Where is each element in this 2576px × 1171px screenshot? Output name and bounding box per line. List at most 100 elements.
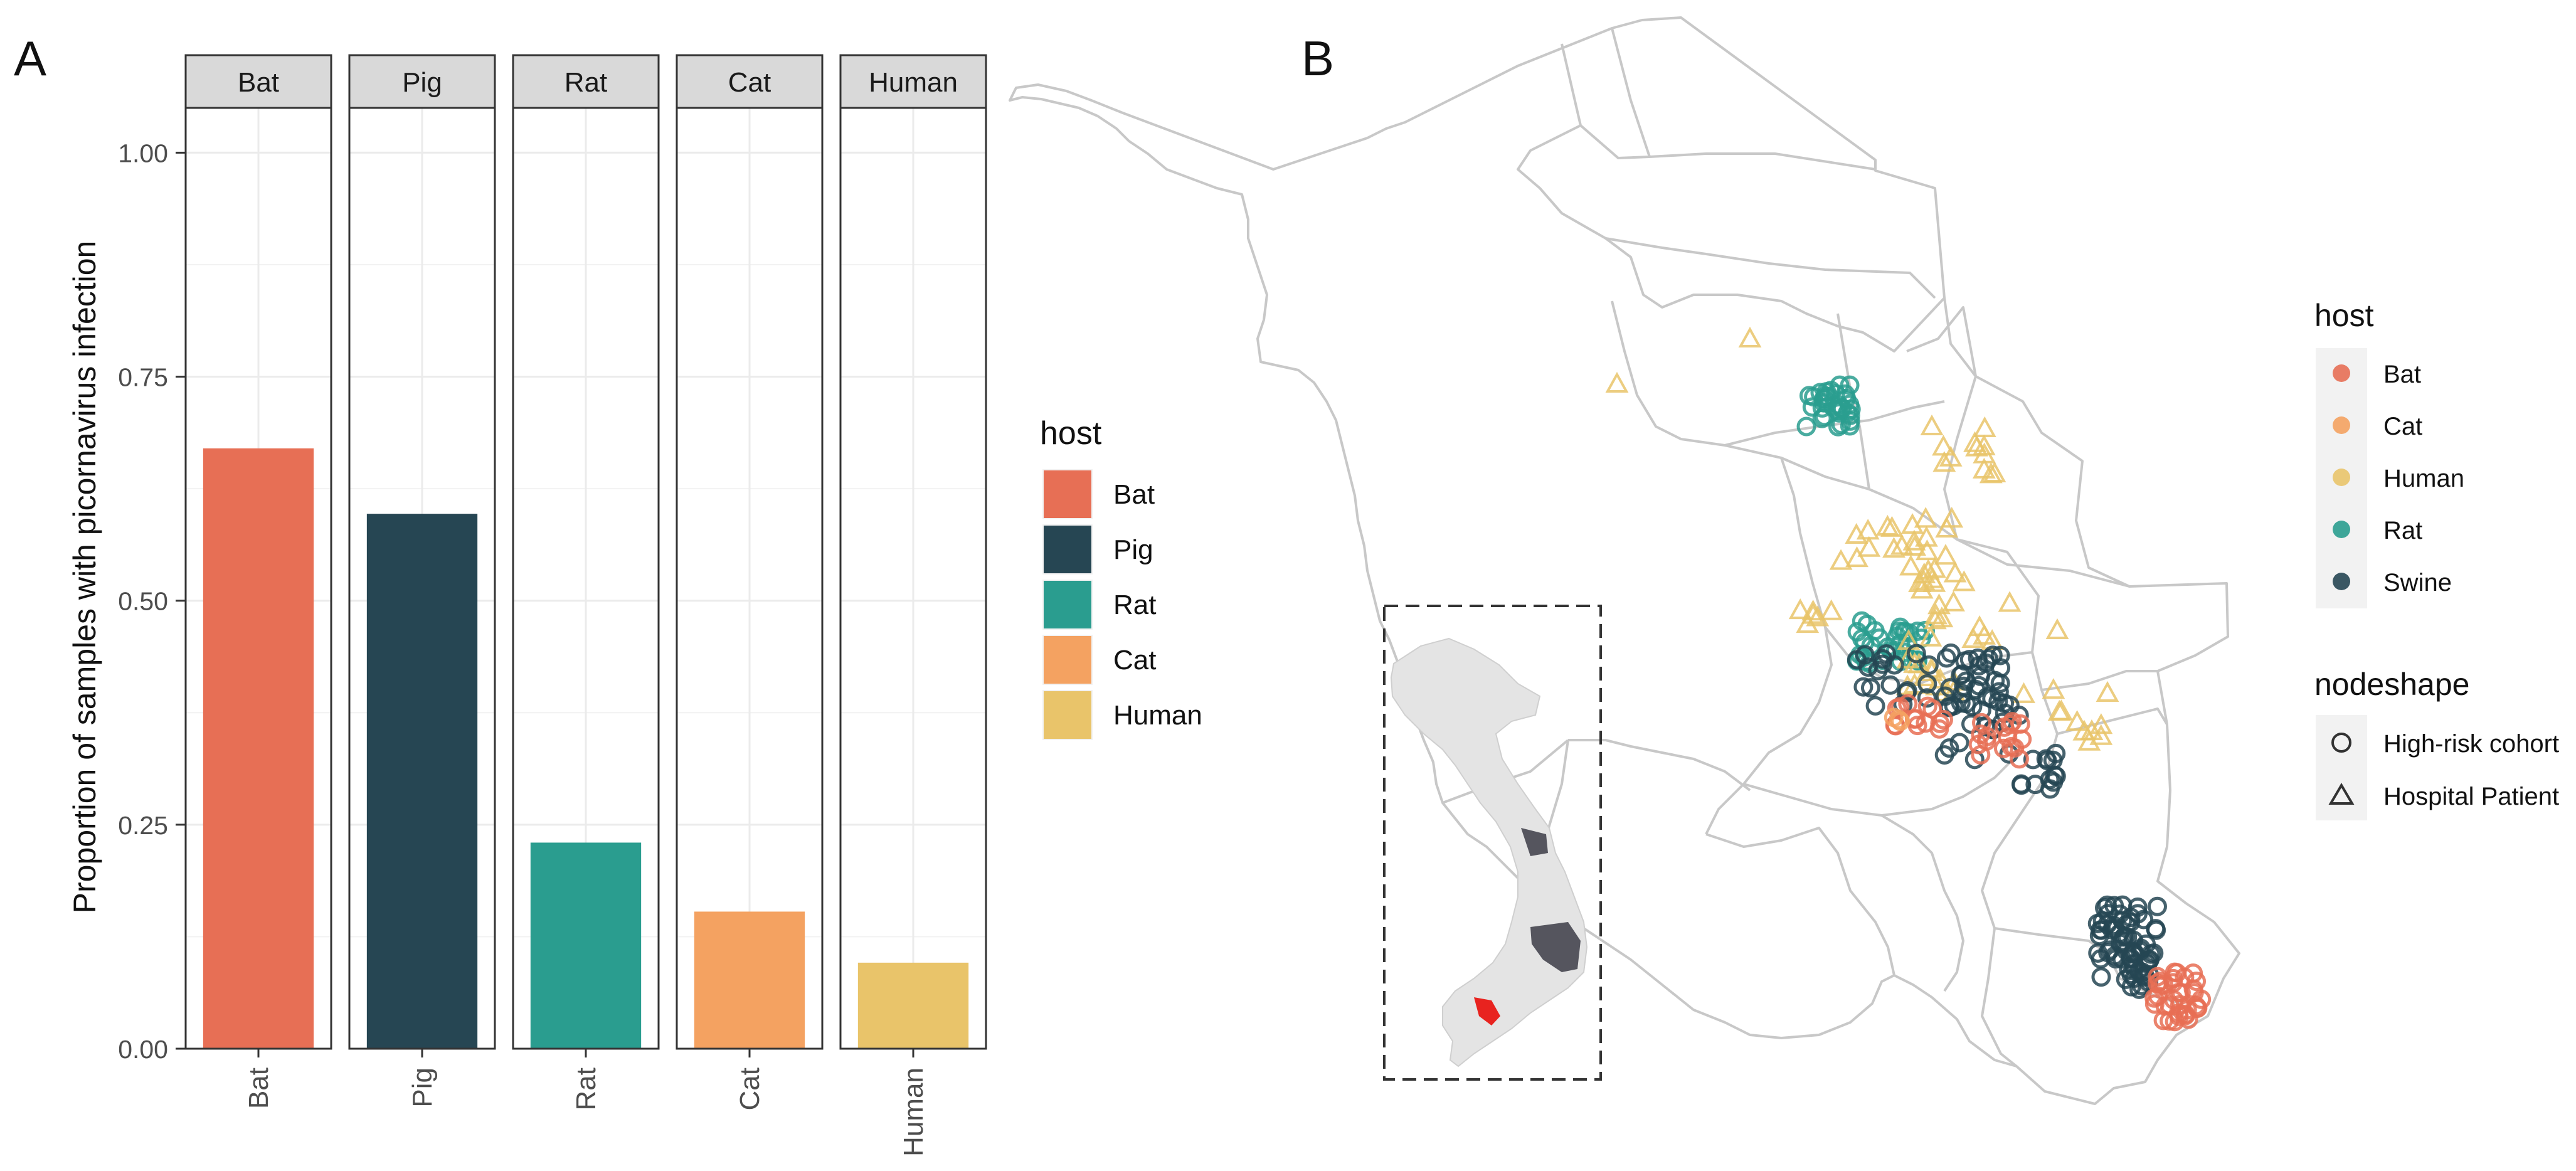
district-border <box>1956 538 2183 1005</box>
point-human <box>2042 678 2065 699</box>
point-human <box>1919 625 1943 647</box>
point-swine <box>2112 895 2133 915</box>
point-human <box>1943 561 1967 583</box>
facet-panels: Bat Bat Pig Pig Rat Rat Cat Cat Human Human <box>184 54 987 1157</box>
point-swine <box>1949 733 1969 753</box>
point-swine <box>2139 950 2159 970</box>
x-tick-label: Human <box>898 1068 929 1157</box>
legend-title: nodeshape <box>2314 667 2469 702</box>
point-human <box>1829 549 1853 570</box>
point-swine <box>1868 660 1888 681</box>
legend-swatch <box>1044 581 1091 628</box>
point-swine <box>1989 682 2009 702</box>
point-bat <box>1933 709 1953 729</box>
point-human <box>1983 461 2006 482</box>
point-human <box>1973 442 1996 464</box>
point-human <box>1820 599 1843 620</box>
panel-label-b: B <box>1301 31 1334 86</box>
point-human <box>1935 516 1959 538</box>
facet-bat: Bat Bat <box>184 54 332 1109</box>
point-swine <box>1917 674 1937 694</box>
point-swine <box>2121 913 2141 933</box>
point-swine <box>1855 645 1875 665</box>
legend-triangle <box>2328 783 2355 805</box>
inset-region-central <box>1521 828 1548 856</box>
legend-title: host <box>2314 298 2374 333</box>
point-swine <box>1919 655 1939 675</box>
y-tick-label: 0.75 <box>118 363 168 392</box>
legend-dot <box>2333 469 2350 486</box>
legend-circle <box>2331 733 2351 753</box>
legend-label: Bat <box>1113 479 1155 510</box>
point-swine <box>1995 693 2015 713</box>
point-bat <box>1916 713 1936 733</box>
facet-strip-label: Pig <box>402 67 442 98</box>
point-rat <box>1840 395 1860 415</box>
point-human <box>1998 591 2022 612</box>
facet-strip-label: Cat <box>728 67 771 98</box>
bar-rat <box>530 842 642 1049</box>
facet-strip <box>512 54 660 109</box>
legends-b: host Bat Cat Human Rat Swine nodeshape High-ris… <box>2314 298 2559 820</box>
point-human <box>1924 603 1948 625</box>
point-human <box>2047 699 2071 721</box>
point-human <box>1738 326 1762 347</box>
point-swine <box>2023 750 2043 770</box>
facet-strip-label: Bat <box>238 67 279 98</box>
point-swine <box>1877 644 1897 664</box>
facet-strip-label: Human <box>869 67 958 98</box>
bar-human <box>857 962 969 1049</box>
point-human <box>1923 608 1947 630</box>
point-human <box>1912 569 1936 590</box>
point-swine <box>1941 643 1961 663</box>
bar-chart-panel: Proportion of samples with picornavirus … <box>67 54 1202 1157</box>
point-human <box>1963 431 1986 452</box>
point-rat <box>1826 384 1846 404</box>
point-bat <box>2188 998 2208 1018</box>
legend-swatch <box>1044 526 1091 573</box>
point-human <box>1882 537 1905 558</box>
legend-label: Hospital Patient <box>2383 783 2559 810</box>
point-human <box>1920 414 1944 435</box>
point-swine <box>1934 745 1954 765</box>
x-tick-label: Pig <box>407 1068 438 1108</box>
point-bat <box>1995 717 2015 737</box>
map-panel: host Bat Cat Human Rat Swine nodeshape High-ris… <box>1009 16 2559 1105</box>
point-human <box>1788 598 1812 620</box>
y-tick-label: 0.25 <box>118 811 168 840</box>
point-bat <box>1971 724 1991 744</box>
point-swine <box>2147 896 2167 916</box>
facet-rat: Rat Rat <box>512 54 660 1110</box>
point-swine <box>1955 651 1975 671</box>
point-swine <box>2104 896 2124 916</box>
point-human <box>1875 514 1899 536</box>
district-border <box>1517 124 1936 299</box>
point-human <box>2045 618 2069 639</box>
point-human <box>1796 612 1820 633</box>
point-human <box>1914 507 1937 528</box>
point-swine <box>2146 920 2166 940</box>
district-border <box>1981 928 2018 1068</box>
point-swine <box>2105 919 2125 939</box>
point-swine <box>1991 658 2011 678</box>
point-bat <box>2171 983 2191 1003</box>
district-border <box>1705 457 1833 835</box>
legend-swatch <box>1044 691 1091 739</box>
point-swine <box>2091 967 2111 987</box>
legend-label: Human <box>2383 465 2464 492</box>
y-tick-label: 0.50 <box>118 587 168 616</box>
point-bat <box>2009 749 2029 769</box>
legend-label: Rat <box>2383 517 2422 544</box>
point-swine <box>1917 688 1937 708</box>
point-rat <box>1796 416 1816 437</box>
point-human <box>1899 554 1922 576</box>
point-bat <box>1898 694 1918 714</box>
point-human <box>1961 627 1985 649</box>
point-cat <box>1889 709 1909 729</box>
district-border <box>1561 43 1650 159</box>
point-swine <box>1990 645 2010 665</box>
point-swine <box>2012 775 2032 795</box>
facet-strip <box>184 54 332 109</box>
district-border <box>2041 670 2158 691</box>
point-swine <box>1853 677 1874 697</box>
